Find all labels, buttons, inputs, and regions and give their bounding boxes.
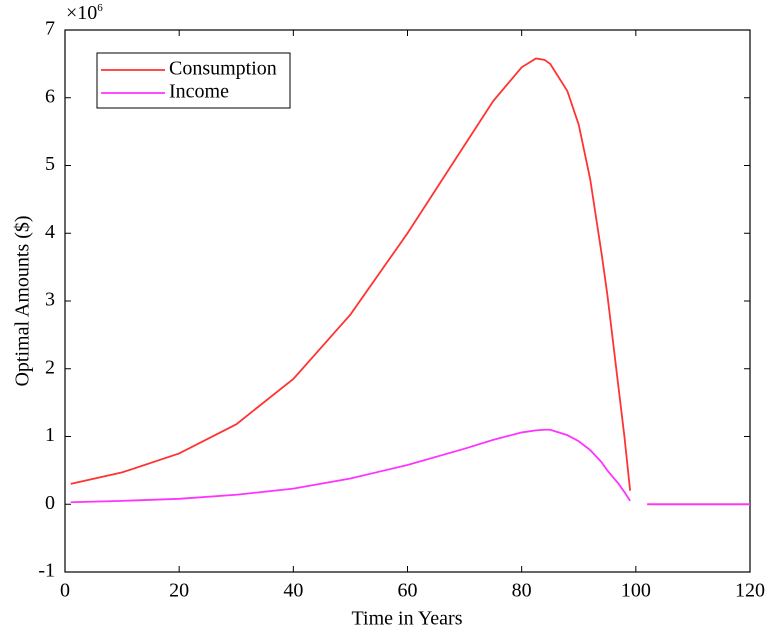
x-tick-label: 20 bbox=[169, 580, 189, 602]
y-tick-label: -1 bbox=[38, 560, 55, 582]
multiplier-exponent: 6 bbox=[97, 2, 103, 14]
legend-box bbox=[96, 52, 291, 109]
x-tick-label: 0 bbox=[60, 580, 70, 602]
y-tick-label: 3 bbox=[45, 289, 55, 311]
y-multiplier: ×106 bbox=[66, 2, 103, 24]
y-tick-label: 5 bbox=[45, 153, 55, 175]
x-tick-label: 80 bbox=[512, 580, 532, 602]
multiplier-base: ×10 bbox=[66, 2, 97, 24]
legend-label: Consumption bbox=[169, 58, 277, 80]
y-axis-label: Optimal Amounts ($) bbox=[12, 215, 34, 386]
x-tick-label: 40 bbox=[283, 580, 303, 602]
y-tick-label: 6 bbox=[45, 85, 55, 107]
y-tick-label: 4 bbox=[45, 221, 55, 243]
legend-label: Income bbox=[169, 81, 229, 103]
y-tick-label: 2 bbox=[45, 356, 55, 378]
plot-frame bbox=[64, 29, 751, 573]
x-tick-label: 60 bbox=[398, 580, 418, 602]
y-tick-label: 1 bbox=[45, 424, 55, 446]
x-tick-label: 100 bbox=[621, 580, 651, 602]
y-tick-label: 0 bbox=[45, 492, 55, 514]
data-line bbox=[70, 428, 750, 506]
x-axis-label: Time in Years bbox=[352, 608, 463, 630]
x-tick-label: 120 bbox=[735, 580, 765, 602]
y-tick-label: 7 bbox=[45, 18, 55, 40]
